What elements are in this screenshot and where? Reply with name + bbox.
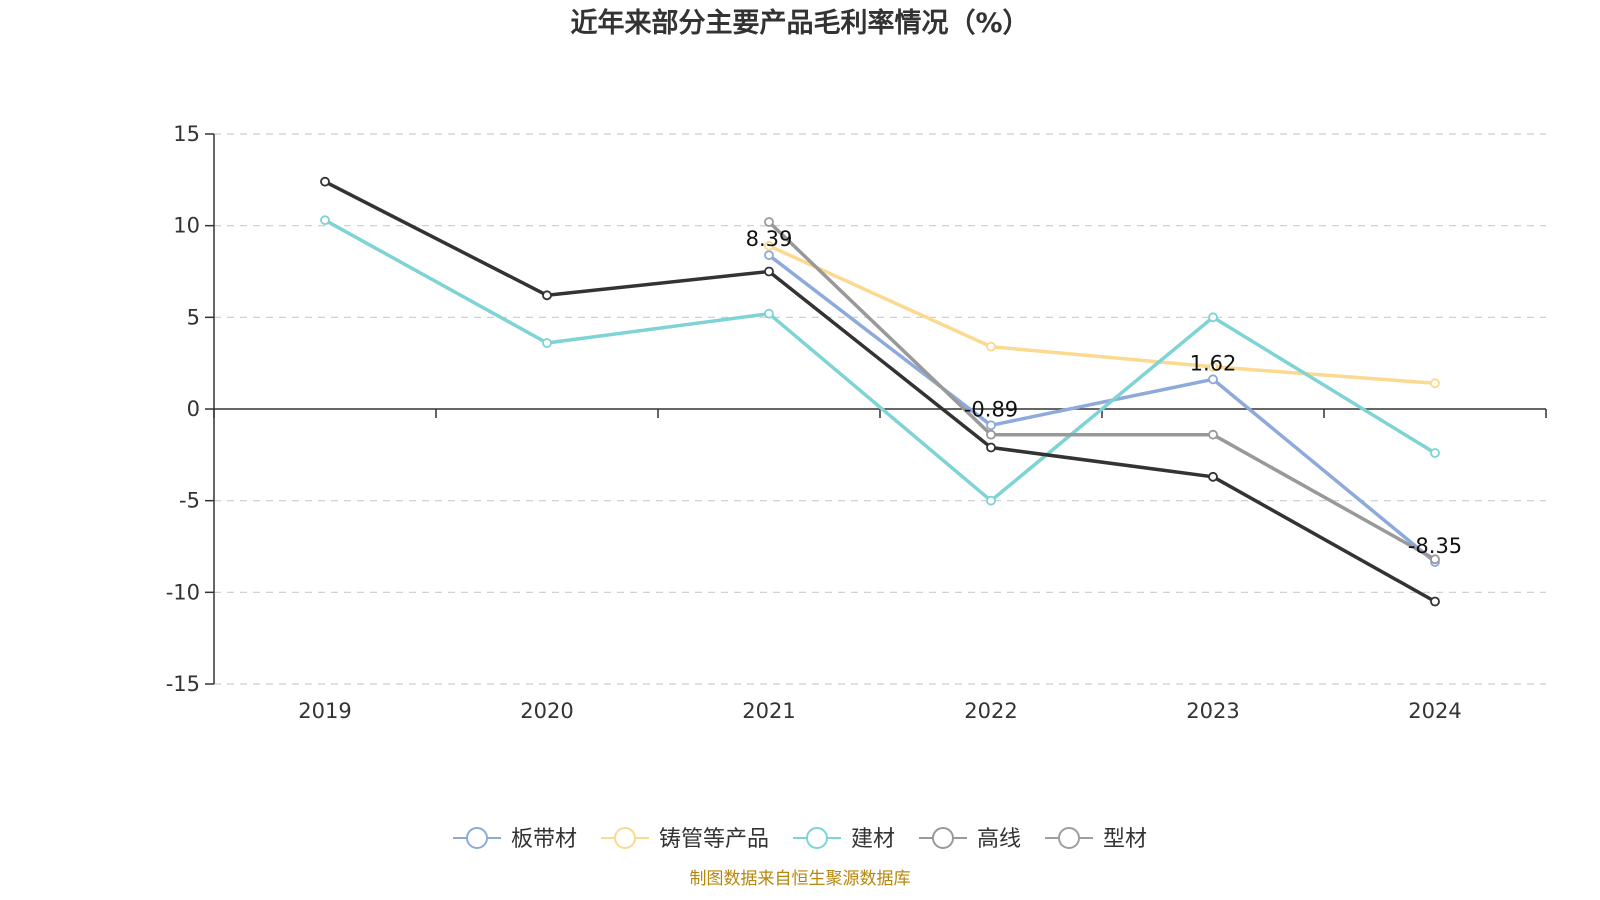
data-point bbox=[1208, 471, 1218, 482]
y-tick-label: -10 bbox=[166, 580, 200, 604]
source-note: 制图数据来自恒生聚源数据库 bbox=[690, 869, 911, 889]
data-point bbox=[1430, 448, 1440, 458]
y-tick-label: -5 bbox=[179, 489, 200, 513]
data-labels: 8.39 -0.89 1.62 -8.35 bbox=[746, 227, 1463, 558]
legend-item[interactable]: 高线 bbox=[919, 827, 1021, 852]
data-point bbox=[986, 420, 996, 431]
legend-marker bbox=[1058, 827, 1080, 849]
y-tick-label: 10 bbox=[173, 214, 200, 238]
legend-item[interactable]: 板带材 bbox=[453, 827, 577, 852]
legend-label: 铸管等产品 bbox=[659, 827, 769, 852]
x-tick-label: 2021 bbox=[742, 699, 795, 723]
legend-marker bbox=[614, 827, 636, 849]
data-point bbox=[542, 338, 552, 348]
data-points bbox=[320, 176, 1440, 607]
legend: 板带材 铸管等产品 建材 高线 型材 bbox=[453, 827, 1147, 852]
legend-label: 板带材 bbox=[511, 827, 577, 852]
x-tick-label: 2024 bbox=[1408, 699, 1461, 723]
legend-item[interactable]: 建材 bbox=[793, 827, 895, 852]
axes: -15 -10 -5 0 5 10 15 2019 2020 2021 2022 2023 2024 bbox=[166, 122, 1547, 723]
data-point bbox=[1430, 378, 1440, 389]
y-tick-label: 15 bbox=[173, 122, 200, 146]
data-point bbox=[542, 290, 552, 301]
y-tick-label: 5 bbox=[187, 305, 200, 329]
data-point bbox=[320, 176, 330, 187]
data-point bbox=[986, 442, 996, 453]
legend-label: 建材 bbox=[851, 827, 895, 852]
chart-title: 近年来部分主要产品毛利率情况（%） bbox=[570, 7, 1029, 39]
data-point bbox=[986, 495, 996, 506]
x-tick-label: 2022 bbox=[964, 699, 1017, 723]
data-point bbox=[1208, 429, 1218, 440]
data-label: 8.39 bbox=[746, 227, 793, 251]
series-lines bbox=[323, 179, 1437, 604]
y-tick-label: -15 bbox=[166, 672, 200, 696]
x-tick-label: 2019 bbox=[298, 699, 351, 723]
data-point bbox=[1430, 596, 1440, 607]
data-point bbox=[764, 240, 774, 251]
series-line-2 bbox=[323, 218, 1437, 503]
legend-label: 型材 bbox=[1103, 827, 1147, 852]
data-point bbox=[764, 266, 774, 277]
data-point bbox=[1208, 312, 1218, 323]
series-line-1 bbox=[767, 244, 1437, 386]
legend-marker bbox=[932, 827, 954, 849]
legend-marker bbox=[806, 827, 828, 849]
data-label: -8.35 bbox=[1408, 534, 1462, 558]
data-point bbox=[320, 215, 330, 226]
x-tick-label: 2023 bbox=[1186, 699, 1239, 723]
series-line-3 bbox=[767, 220, 1437, 562]
data-point bbox=[986, 429, 996, 440]
x-tick-label: 2020 bbox=[520, 699, 573, 723]
grid-lines bbox=[214, 133, 1546, 685]
data-point bbox=[1430, 554, 1440, 565]
y-tick-label: 0 bbox=[187, 397, 200, 421]
data-point bbox=[764, 308, 774, 319]
data-point bbox=[1208, 374, 1218, 385]
legend-marker bbox=[466, 827, 488, 849]
data-label: -0.89 bbox=[964, 397, 1018, 421]
data-point bbox=[986, 341, 996, 352]
data-point bbox=[764, 250, 774, 261]
series-line-4 bbox=[323, 179, 1437, 604]
legend-label: 高线 bbox=[977, 827, 1021, 852]
data-label: 1.62 bbox=[1190, 351, 1237, 375]
data-point bbox=[1208, 361, 1218, 372]
data-point bbox=[764, 217, 774, 227]
series-line-0 bbox=[767, 253, 1437, 564]
legend-item[interactable]: 型材 bbox=[1045, 827, 1147, 852]
legend-item[interactable]: 铸管等产品 bbox=[601, 827, 769, 852]
